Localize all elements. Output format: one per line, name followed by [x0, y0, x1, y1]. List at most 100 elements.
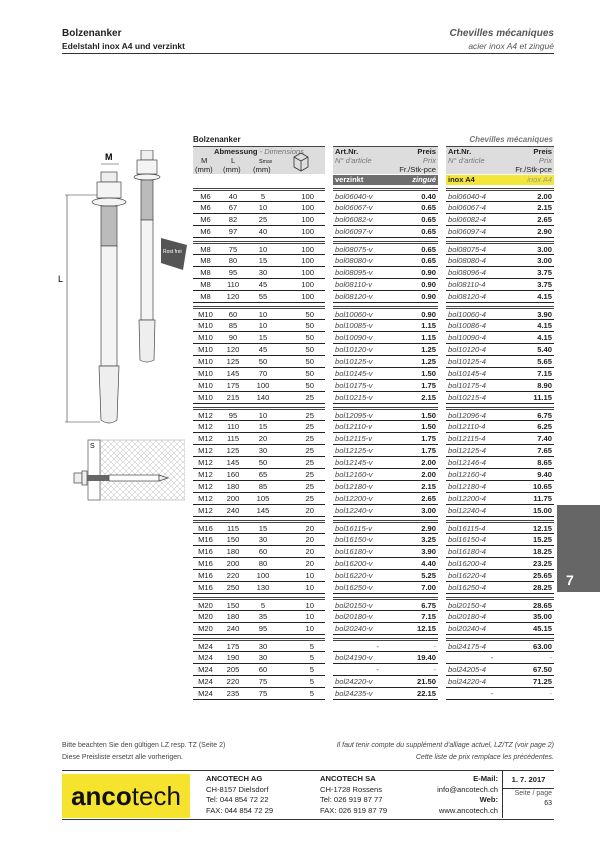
cell-s: 60	[258, 665, 268, 674]
ag-fax: FAX: 044 854 72 29	[206, 805, 274, 815]
cell-a4-price: 4.15	[537, 292, 552, 301]
cell-a4-price: 2.65	[537, 215, 552, 224]
cell-zn-price: 2.65	[421, 494, 436, 503]
table-row: bol24190-v 19.40	[333, 652, 438, 664]
sa-name: ANCOTECH SA	[320, 774, 376, 783]
cell-a4-price: -	[549, 653, 552, 662]
cell-zn-price: 7.00	[421, 583, 436, 592]
cell-zn-price: 0.65	[421, 244, 436, 254]
cell-a4-price: 71.25	[532, 677, 552, 686]
cell-pack: 25	[305, 434, 314, 443]
cell-pack: 5	[309, 641, 314, 651]
table-row: M12 180 85 25	[193, 481, 325, 493]
cell-pack: 25	[305, 470, 314, 479]
cell-m: M16	[198, 571, 213, 580]
table-row: bol10125-v 1.25	[333, 356, 438, 368]
cell-zn-price: 1.75	[421, 446, 436, 455]
cell-zn-art: bol20240-v	[335, 624, 373, 633]
cell-l: 215	[226, 393, 240, 402]
table-row: bol12240-v 3.00	[333, 505, 438, 517]
table-row: M24 190 30 5	[193, 652, 325, 664]
cell-l: 180	[226, 547, 240, 556]
table-row: bol16115-4 12.15	[446, 520, 554, 534]
table-row: --	[446, 652, 554, 664]
cell-s: 30	[258, 268, 268, 277]
cell-m: M8	[200, 280, 211, 289]
table-row: M8 75 10 100	[193, 241, 325, 255]
cell-l: 145	[226, 369, 240, 378]
cell-zn-price: 0.65	[421, 256, 436, 265]
cell-l: 180	[226, 482, 240, 491]
table-row: bol10145-v 1.50	[333, 368, 438, 380]
cell-zn-art: bol20150-v	[335, 600, 373, 610]
cell-zn-price: 21.50	[416, 677, 436, 686]
cell-a4-price: 63.00	[532, 641, 552, 651]
cell-zn-art: bol20180-v	[335, 612, 373, 621]
note-fr-1: Il faut tenir compte du supplément d'all…	[336, 742, 554, 749]
table-title-fr: Chevilles mécaniques	[469, 135, 553, 144]
email-link[interactable]: info@ancotech.ch	[437, 784, 498, 794]
sa-fax: FAX: 026 919 87 79	[320, 805, 388, 815]
table-row: bol12180-v 2.15	[333, 481, 438, 493]
cell-zn-price: 1.75	[421, 434, 436, 443]
cell-zn-price: 2.00	[421, 458, 436, 467]
table-row: bol16150-v 3.25	[333, 534, 438, 546]
cell-pack: 100	[301, 256, 314, 265]
installation-drawing: S	[73, 439, 185, 501]
table-row: M10 90 15 50	[193, 332, 325, 344]
unit-l: (mm)	[223, 165, 241, 174]
table-row: bol06040-v 0.40	[333, 188, 438, 202]
cell-s: 30	[258, 641, 268, 651]
cell-a4-art: bol12096-4	[448, 410, 487, 420]
cell-pack: 10	[305, 612, 314, 621]
cell-a4-price: 25.65	[532, 571, 552, 580]
inox-label-fr: inox A4	[527, 175, 552, 184]
cell-s: 50	[258, 458, 268, 467]
cell-m: M12	[198, 434, 213, 443]
table-row: bol10175-4 8.90	[446, 380, 554, 392]
subtitle-de: Edelstahl inox A4 und verzinkt	[62, 41, 185, 51]
cell-a4-art: bol12240-4	[448, 506, 487, 515]
table-row: M10 175 100 50	[193, 380, 325, 392]
cell-s: 130	[256, 583, 270, 592]
cell-l: 95	[228, 410, 238, 420]
cell-a4-price: 9.40	[537, 470, 552, 479]
cell-m: M10	[198, 309, 213, 319]
chapter-tab[interactable]: 7	[557, 505, 600, 592]
table-row: bol06082-4 2.65	[446, 214, 554, 226]
cell-zn-art: -	[376, 641, 379, 651]
table-row: M16 200 80 20	[193, 558, 325, 570]
ancotech-logo: ancotech	[62, 774, 190, 818]
table-row: M8 120 55 100	[193, 291, 325, 303]
table-row: M12 110 15 25	[193, 421, 325, 433]
col-l: L	[231, 156, 236, 165]
footer: ancotech ANCOTECH AG CH-8157 Dielsdorf Tel…	[62, 770, 554, 820]
cell-zn-art: bol12145-v	[335, 458, 373, 467]
cell-s: 15	[258, 523, 268, 533]
price-unit: Fr./Stk-pce	[399, 165, 436, 174]
art-label-fr: N° d'article	[335, 156, 372, 165]
cell-zn-price: 2.15	[421, 482, 436, 491]
cell-zn-price: 2.15	[421, 393, 436, 402]
cell-zn-art: bol08080-v	[335, 256, 373, 265]
cell-zn-price: 1.50	[421, 369, 436, 378]
cell-a4-price: 7.40	[537, 434, 552, 443]
table-row: bol16220-v 5.25	[333, 570, 438, 582]
cell-s: 5	[260, 191, 266, 201]
inox-bar: inox A4 inox A4	[446, 175, 554, 185]
cell-s: 5	[260, 600, 266, 610]
cell-a4-art: bol08096-4	[448, 268, 487, 277]
cell-a4-price: 6.75	[537, 410, 552, 420]
cell-s: 45	[258, 280, 268, 289]
cell-s: 10	[258, 321, 268, 330]
email-label: E-Mail:	[473, 774, 498, 783]
label-l: L	[58, 274, 63, 284]
cell-zn-art: bol10145-v	[335, 369, 373, 378]
cell-l: 85	[228, 321, 238, 330]
table-row: bol16150-4 15.25	[446, 534, 554, 546]
cell-l: 150	[226, 600, 240, 610]
table-row: --	[333, 664, 438, 676]
cell-l: 205	[226, 665, 240, 674]
web-link[interactable]: www.ancotech.ch	[438, 805, 498, 815]
cell-l: 250	[226, 583, 240, 592]
